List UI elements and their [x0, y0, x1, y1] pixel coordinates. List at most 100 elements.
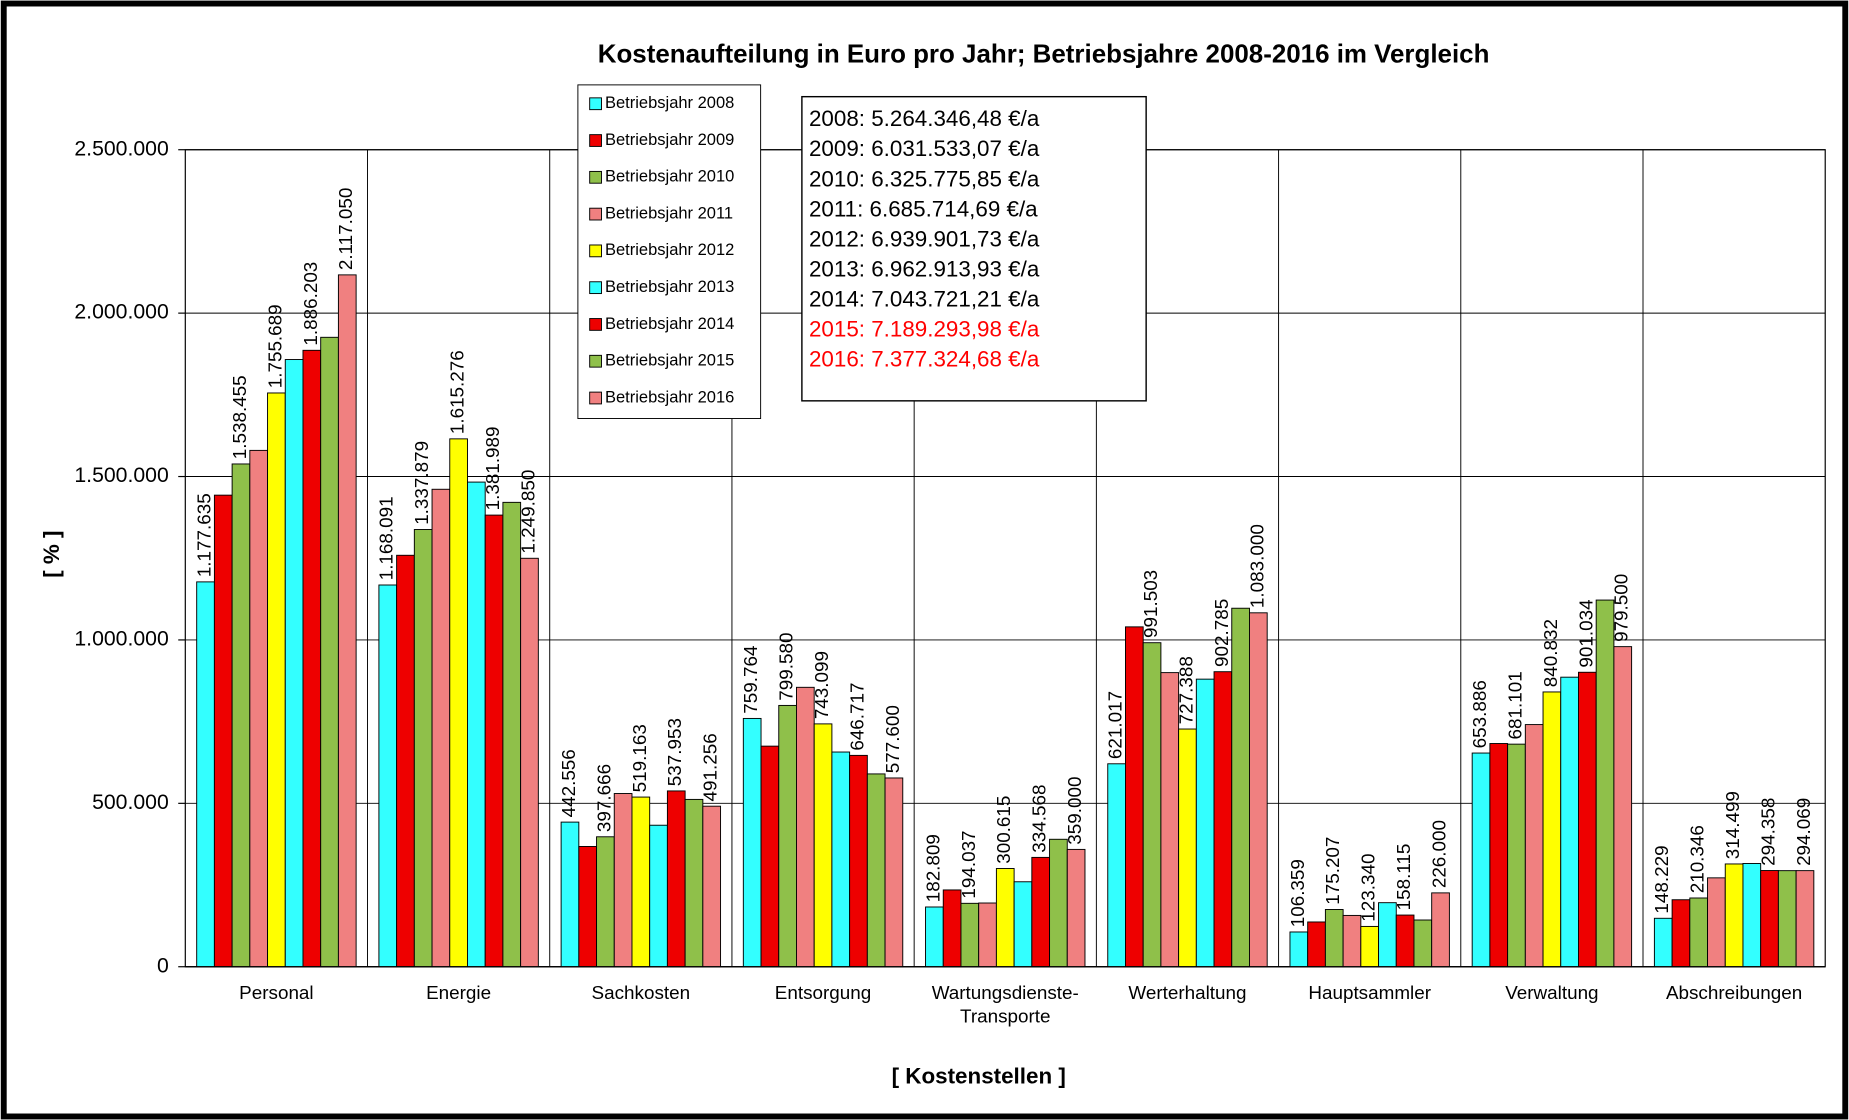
bar — [1324, 909, 1344, 968]
bar — [702, 805, 722, 968]
bar — [1560, 676, 1579, 968]
chart-title: Kostenaufteilung in Euro pro Jahr; Betri… — [598, 40, 1490, 68]
data-label: 1.337.879 — [411, 441, 432, 525]
bar — [449, 438, 468, 968]
bar — [378, 584, 398, 968]
y-tick-label: 2.000.000 — [74, 301, 168, 324]
bar — [1707, 877, 1726, 968]
data-label: 653.886 — [1469, 680, 1490, 748]
bar — [742, 717, 762, 968]
data-label: 799.580 — [776, 633, 797, 701]
bar — [1542, 691, 1562, 968]
data-label: 314.499 — [1722, 791, 1743, 859]
bar — [337, 274, 357, 968]
bar — [960, 902, 980, 968]
bar — [613, 793, 633, 968]
bar — [267, 392, 286, 968]
annotation: 2012: 6.939.901,73 €/a — [809, 226, 1040, 251]
bar — [249, 449, 269, 968]
x-tick-label: Abschreibungen — [1666, 982, 1802, 1003]
x-tick-label: Sachkosten — [592, 982, 691, 1003]
legend-swatch — [589, 134, 602, 147]
data-label: 194.037 — [958, 830, 979, 898]
legend-swatch — [589, 244, 602, 258]
bar — [1689, 897, 1709, 968]
bar — [813, 723, 833, 968]
data-label: 123.340 — [1358, 854, 1379, 922]
data-label: 681.101 — [1504, 671, 1525, 739]
bar — [684, 798, 704, 968]
data-label: 158.115 — [1393, 844, 1414, 911]
bar — [1342, 914, 1362, 968]
bar — [520, 557, 539, 968]
bar — [1431, 892, 1450, 968]
bar — [942, 889, 962, 968]
bar — [302, 349, 322, 968]
legend-swatch — [589, 318, 602, 331]
annotation: 2009: 6.031.533,07 €/a — [809, 136, 1040, 161]
legend-label: Betriebsjahr 2008 — [605, 94, 734, 112]
data-label: 1.083.000 — [1246, 524, 1267, 608]
bar — [631, 796, 651, 968]
data-label: 182.809 — [922, 834, 943, 902]
bar — [1124, 626, 1144, 968]
legend-label: Betriebsjahr 2009 — [605, 131, 734, 149]
data-label: 979.500 — [1611, 574, 1632, 642]
legend-label: Betriebsjahr 2016 — [605, 388, 734, 406]
data-label: 519.163 — [629, 724, 650, 792]
legend-swatch — [589, 97, 602, 111]
data-label: 397.666 — [593, 764, 614, 832]
y-axis-label: [ % ] — [39, 530, 64, 577]
annotation: 2014: 7.043.721,21 €/a — [809, 287, 1040, 312]
bar — [1507, 743, 1526, 968]
data-label: 300.615 — [993, 796, 1014, 864]
data-label: 901.034 — [1575, 599, 1596, 667]
data-label: 1.538.455 — [229, 375, 250, 459]
x-tick-label: Personal — [239, 982, 313, 1003]
data-label: 840.832 — [1540, 619, 1561, 687]
bar — [1595, 599, 1615, 968]
annotation: 2008: 5.264.346,48 €/a — [809, 106, 1040, 131]
bar — [320, 336, 339, 968]
data-label: 1.177.635 — [194, 493, 215, 577]
bar — [1613, 646, 1633, 968]
legend-label: Betriebsjahr 2011 — [605, 204, 733, 222]
legend-swatch — [589, 170, 602, 184]
annotation: 2010: 6.325.775,85 €/a — [809, 166, 1040, 191]
bar — [578, 846, 598, 968]
x-tick-label: Werterhaltung — [1128, 982, 1246, 1003]
bar — [1760, 870, 1779, 968]
annotation: 2013: 6.962.913,93 €/a — [809, 256, 1040, 281]
bar — [1653, 917, 1673, 968]
legend-swatch — [589, 391, 602, 405]
bar — [1107, 763, 1126, 968]
bar — [431, 488, 451, 968]
data-label: 743.099 — [811, 651, 832, 719]
annotation: 2011: 6.685.714,69 €/a — [809, 196, 1038, 221]
data-label: 2.117.050 — [335, 188, 356, 271]
bar — [1231, 607, 1250, 968]
bar — [1249, 612, 1268, 968]
bar — [1142, 642, 1162, 968]
bar — [866, 773, 886, 968]
bar — [1742, 862, 1762, 968]
data-label: 334.568 — [1029, 784, 1050, 852]
bar — [1360, 925, 1380, 968]
legend-label: Betriebsjahr 2013 — [605, 278, 734, 296]
annotation: 2016: 7.377.324,68 €/a — [809, 347, 1040, 372]
bar — [1178, 728, 1197, 968]
bar — [502, 501, 522, 968]
data-label: 759.764 — [740, 646, 761, 714]
bar — [1049, 838, 1068, 968]
bar — [484, 514, 504, 968]
bar — [1724, 863, 1744, 968]
bar — [1195, 678, 1215, 968]
bar — [1671, 899, 1691, 968]
legend-box — [577, 84, 762, 419]
y-tick-label: 1.500.000 — [74, 464, 168, 487]
bar — [995, 868, 1015, 968]
annotation-box — [801, 95, 1147, 402]
data-label: 175.207 — [1322, 837, 1343, 905]
